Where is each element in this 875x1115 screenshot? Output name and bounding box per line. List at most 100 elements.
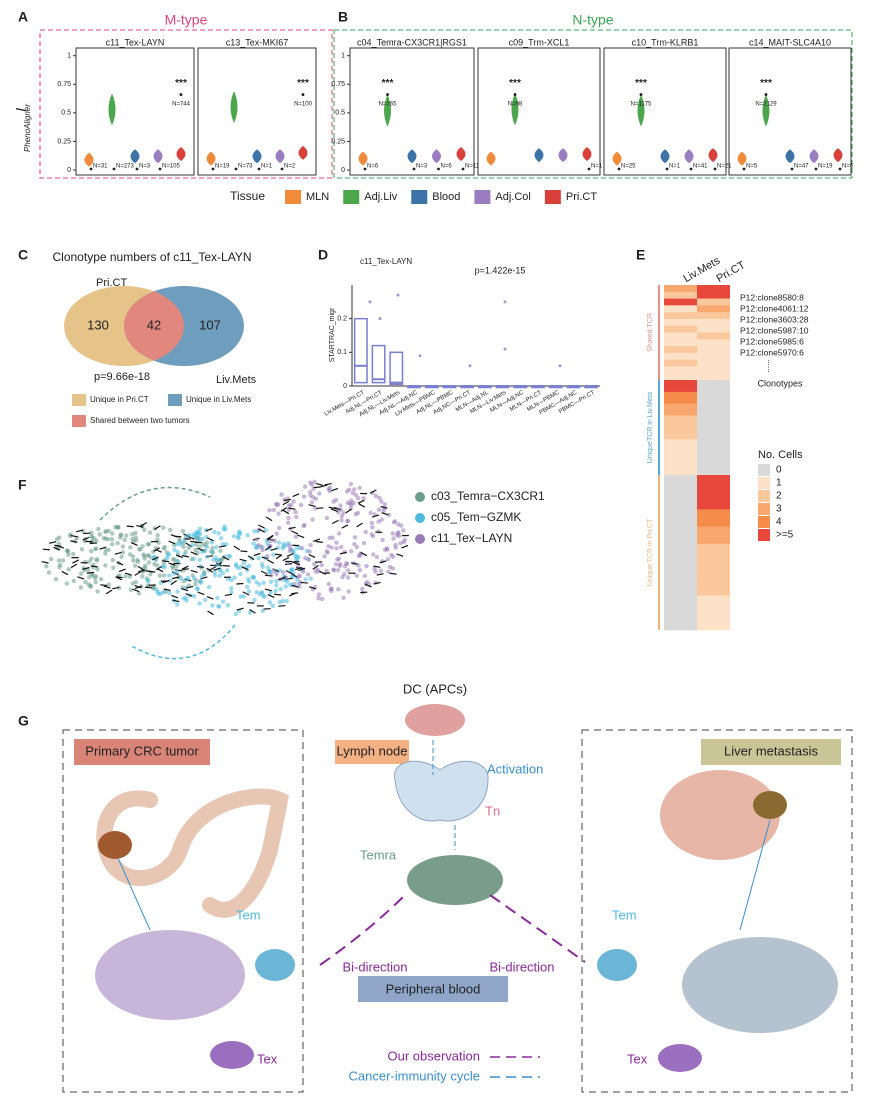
embedding-point: [313, 569, 319, 574]
embedding-point: [170, 557, 176, 562]
outlier: [814, 167, 818, 171]
embedding-point: [233, 611, 239, 617]
clone-label: P12:clone4061:12: [740, 303, 809, 313]
embedding-point: [68, 533, 73, 539]
velocity-arrow: [290, 572, 298, 578]
embedding-point: [247, 563, 252, 569]
embedding-point: [250, 574, 255, 580]
heatmap-cell: [697, 285, 730, 293]
embedding-point: [204, 540, 210, 545]
heatmap-cell: [697, 373, 730, 381]
embedding-point: [178, 540, 184, 545]
embedding-point: [380, 537, 385, 543]
embedding-point: [94, 558, 100, 563]
label: Temra: [360, 847, 397, 862]
y-tick-label: 0.75: [331, 81, 345, 88]
embedding-point: [317, 491, 322, 496]
facet-title: c14_MAIT-SLC4A10: [749, 37, 831, 47]
y-tick-label: 1: [67, 53, 71, 60]
embedding-point: [396, 522, 401, 527]
liver: [660, 770, 780, 860]
velocity-arrow: [196, 547, 204, 552]
n-label: N=41: [693, 164, 708, 170]
velocity-arrow: [76, 529, 84, 533]
label: Lymph node: [336, 743, 407, 758]
embedding-point: [391, 520, 397, 525]
velocity-arrow: [154, 525, 161, 530]
embedding-point: [306, 557, 312, 562]
embedding-point: [402, 537, 407, 543]
heatmap-cell: [664, 325, 697, 333]
n-label: N=6: [367, 164, 379, 170]
embedding-point: [81, 528, 86, 534]
embedding-point: [276, 511, 281, 516]
legend-label: c03_Temra−CX3CR1: [431, 489, 545, 503]
violin: [511, 93, 519, 126]
embedding-point: [210, 603, 215, 608]
embedding-point: [191, 556, 197, 562]
embedding-point: [231, 534, 237, 539]
legend-title: No. Cells: [758, 449, 803, 461]
embedding-point: [103, 551, 108, 556]
label-box: [74, 739, 210, 765]
embedding-point: [64, 581, 70, 586]
heatmap-cell: [664, 391, 697, 405]
outlier: [437, 167, 440, 171]
embedding-point: [105, 537, 111, 542]
embedding-point: [103, 563, 108, 568]
embedding-point: [371, 552, 376, 557]
velocity-arrow: [181, 588, 189, 592]
arrow: [739, 819, 771, 931]
violin: [84, 152, 94, 167]
heatmap-cell: [664, 578, 697, 596]
embedding-point: [386, 569, 391, 575]
count: 107: [199, 317, 221, 332]
velocity-arrow: [330, 508, 338, 512]
legend-swatch: [474, 190, 491, 204]
velocity-arrow: [373, 565, 381, 568]
n-label: N=165: [379, 101, 398, 107]
violin: [737, 151, 747, 166]
heatmap-cell: [664, 339, 697, 347]
embedding-point: [85, 568, 91, 573]
heatmap-cell: [664, 298, 697, 306]
facet-frame: [728, 47, 852, 176]
velocity-arrow: [176, 554, 183, 559]
n-label: N=105: [162, 164, 181, 170]
velocity-arrow: [196, 565, 204, 568]
embedding-point: [191, 576, 197, 581]
legend-label: Adj.Liv: [364, 191, 398, 203]
embedding-point: [98, 576, 104, 582]
outlier: [558, 364, 562, 368]
velocity-arrow: [137, 565, 145, 571]
embedding-point: [336, 531, 342, 536]
dashed-box: [62, 729, 304, 1093]
embedding-point: [376, 519, 381, 524]
embedding-point: [146, 578, 151, 584]
violin: [558, 148, 568, 163]
heatmap-cell: [697, 352, 730, 360]
label: DC (APCs): [403, 681, 467, 696]
heatmap-cell: [664, 612, 697, 631]
box: [353, 317, 368, 384]
embedding-point: [225, 576, 231, 582]
heatmap-cell: [697, 339, 730, 347]
embedding-point: [223, 527, 228, 532]
embedding-point: [271, 568, 277, 574]
panel-label: E: [636, 247, 645, 263]
velocity-arrow: [267, 534, 274, 540]
heatmap-cell: [664, 451, 697, 464]
embedding-point: [307, 549, 312, 554]
velocity-arrow: [341, 524, 349, 529]
embedding-point: [258, 544, 264, 550]
embedding-point: [168, 578, 173, 583]
velocity-arrow: [312, 564, 319, 570]
embedding-point: [357, 485, 362, 491]
velocity-arrow: [331, 487, 339, 492]
embedding-point: [147, 530, 153, 535]
velocity-arrow: [206, 537, 214, 542]
heatmap-cell: [697, 561, 730, 579]
embedding-point: [215, 595, 220, 601]
y-tick-label: 0: [341, 167, 345, 174]
velocity-arrow: [273, 593, 282, 596]
